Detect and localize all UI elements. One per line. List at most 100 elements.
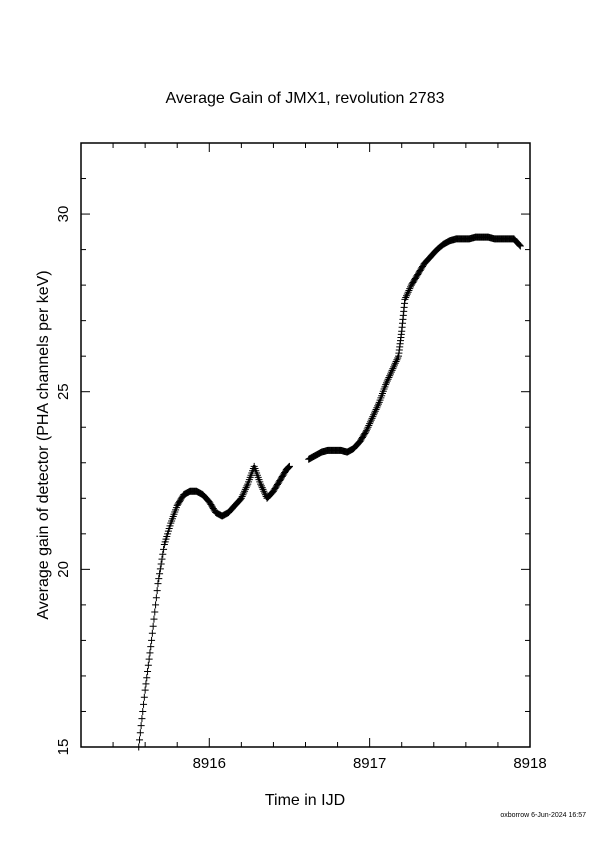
data-point-interp: [146, 649, 154, 657]
data-point: [401, 295, 409, 303]
data-point-interp: [258, 484, 266, 492]
data-point: [382, 381, 390, 389]
data-point-interp: [366, 418, 374, 426]
axis-ticks: [80, 142, 531, 748]
data-point-interp: [148, 629, 156, 637]
data-point-interp: [243, 482, 251, 490]
tick-labels: 8916 8917 8918 15 20 25 30: [55, 206, 547, 772]
data-point-interp: [136, 729, 144, 737]
data-point-interp: [260, 487, 268, 495]
data-point-interp: [152, 594, 160, 602]
data-point-interp: [152, 601, 160, 609]
data-point-interp: [137, 722, 145, 730]
data-point-interp: [242, 484, 250, 492]
data-point-interp: [259, 485, 267, 493]
x-tick-label: 8918: [513, 755, 546, 772]
data-point-interp: [386, 370, 394, 378]
y-tick-label: 30: [55, 206, 72, 223]
data-point: [257, 480, 265, 488]
data-point-interp: [261, 489, 269, 497]
data-point-interp: [144, 668, 152, 675]
data-point-interp: [149, 622, 157, 630]
data-point-interp: [362, 428, 370, 436]
data-point-interp: [370, 411, 378, 419]
footer-credit: oxborrow 6-Jun-2024 16:57: [500, 812, 586, 819]
data-point-interp: [143, 674, 151, 682]
data-point: [362, 427, 370, 435]
data-point-interp: [150, 615, 158, 623]
data-markers: [135, 233, 524, 751]
data-point-interp: [374, 402, 382, 410]
data-point-interp: [373, 404, 381, 412]
data-point-interp: [138, 715, 146, 723]
data-point-interp: [365, 421, 373, 429]
x-axis-label: Time in IJD: [265, 792, 345, 809]
plot-frame: [80, 142, 531, 748]
data-point-interp: [385, 373, 393, 381]
data-point-interp: [364, 423, 372, 431]
data-point-interp: [370, 409, 378, 417]
data-point: [141, 686, 149, 694]
data-point-interp: [368, 414, 376, 422]
data-point-interp: [402, 294, 410, 302]
data-point-interp: [392, 358, 400, 366]
data-point-interp: [516, 241, 524, 249]
data-point-interp: [390, 361, 398, 369]
data-point-interp: [404, 288, 412, 296]
data-point: [285, 462, 293, 470]
data-point-interp: [147, 643, 155, 651]
data-point-interp: [372, 405, 380, 413]
data-point-interp: [390, 363, 398, 371]
data-point-interp: [393, 356, 401, 364]
data-point-interp: [405, 286, 413, 294]
data-point-interp: [407, 283, 415, 291]
data-point: [237, 494, 245, 502]
data-point-interp: [391, 359, 399, 367]
x-tick-label: 8917: [353, 755, 386, 772]
data-point: [135, 743, 143, 751]
data-point-interp: [156, 565, 164, 573]
data-point-interp: [389, 365, 397, 373]
data-point: [516, 242, 524, 250]
data-point-interp: [144, 661, 152, 669]
data-point-interp: [236, 496, 244, 504]
y-axis-label: Average gain of detector (PHA channels p…: [35, 270, 52, 619]
data-point-interp: [153, 587, 161, 595]
chart-title: Average Gain of JMX1, revolution 2783: [166, 90, 445, 107]
data-point-interp: [238, 493, 246, 501]
data-point-interp: [139, 707, 147, 715]
data-point-interp: [151, 608, 159, 616]
data-point-interp: [403, 290, 411, 298]
data-point-interp: [387, 368, 395, 376]
data-point-interp: [160, 545, 168, 553]
data-point-interp: [374, 400, 382, 408]
data-point-interp: [145, 655, 153, 663]
data-point: [388, 366, 396, 374]
y-tick-label: 20: [55, 561, 72, 578]
data-point-interp: [158, 555, 166, 563]
x-tick-label: 8916: [193, 755, 226, 772]
data-point-interp: [367, 416, 375, 424]
data-point-interp: [515, 240, 523, 248]
data-point-interp: [157, 560, 165, 568]
data-point-interp: [257, 482, 265, 490]
data-point-interp: [239, 491, 247, 499]
data-point-interp: [140, 693, 148, 701]
data-point-interp: [155, 575, 163, 583]
data-point-interp: [394, 354, 402, 362]
data-point-interp: [366, 420, 374, 428]
data-point-interp: [383, 377, 391, 385]
data-point-interp: [403, 292, 411, 300]
y-tick-label: 25: [55, 383, 72, 400]
data-point-interp: [136, 736, 144, 744]
data-point-interp: [371, 407, 379, 415]
data-point-interp: [140, 700, 148, 708]
data-point-interp: [386, 372, 394, 380]
data-point: [369, 413, 377, 421]
data-point-interp: [142, 680, 150, 688]
data-point-interp: [241, 485, 249, 493]
data-point-interp: [156, 570, 164, 578]
data-point-interp: [159, 550, 167, 558]
data-point-interp: [241, 487, 249, 495]
